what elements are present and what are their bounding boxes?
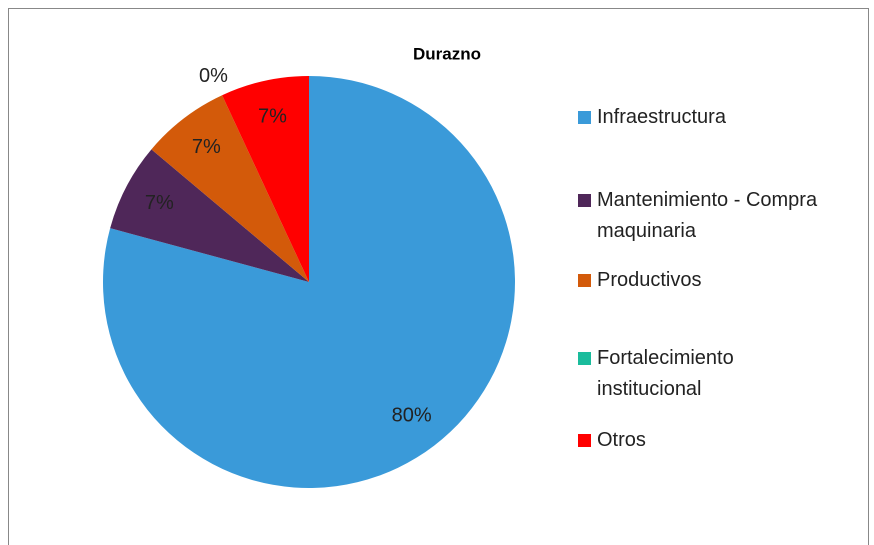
data-label: 7% [258,105,287,127]
data-label: 7% [145,192,174,214]
pie-slice [222,76,309,282]
legend-label: Fortalecimiento institucional [597,347,734,400]
data-label: 80% [392,404,432,426]
data-label: 7% [192,136,221,158]
legend-item: Mantenimiento - Compra maquinaria [578,185,818,247]
legend-label: Otros [597,429,646,451]
data-label: 0% [199,65,228,87]
legend-swatch [578,274,591,287]
legend-item: Otros [578,425,818,456]
legend-label: Infraestructura [597,106,726,128]
legend-swatch [578,434,591,447]
legend-item: Productivos [578,265,818,296]
legend-swatch [578,111,591,124]
legend-item: Fortalecimiento institucional [578,343,818,405]
legend-item: Infraestructura [578,102,818,133]
pie-slice [151,95,309,283]
legend-swatch [578,352,591,365]
pie-slice [222,95,309,283]
legend-label: Productivos [597,269,702,291]
legend-label: Mantenimiento - Compra maquinaria [597,189,818,242]
legend-swatch [578,194,591,207]
pie-slice [110,149,310,282]
frame [8,8,869,545]
chart-title: Durazno [413,44,481,63]
